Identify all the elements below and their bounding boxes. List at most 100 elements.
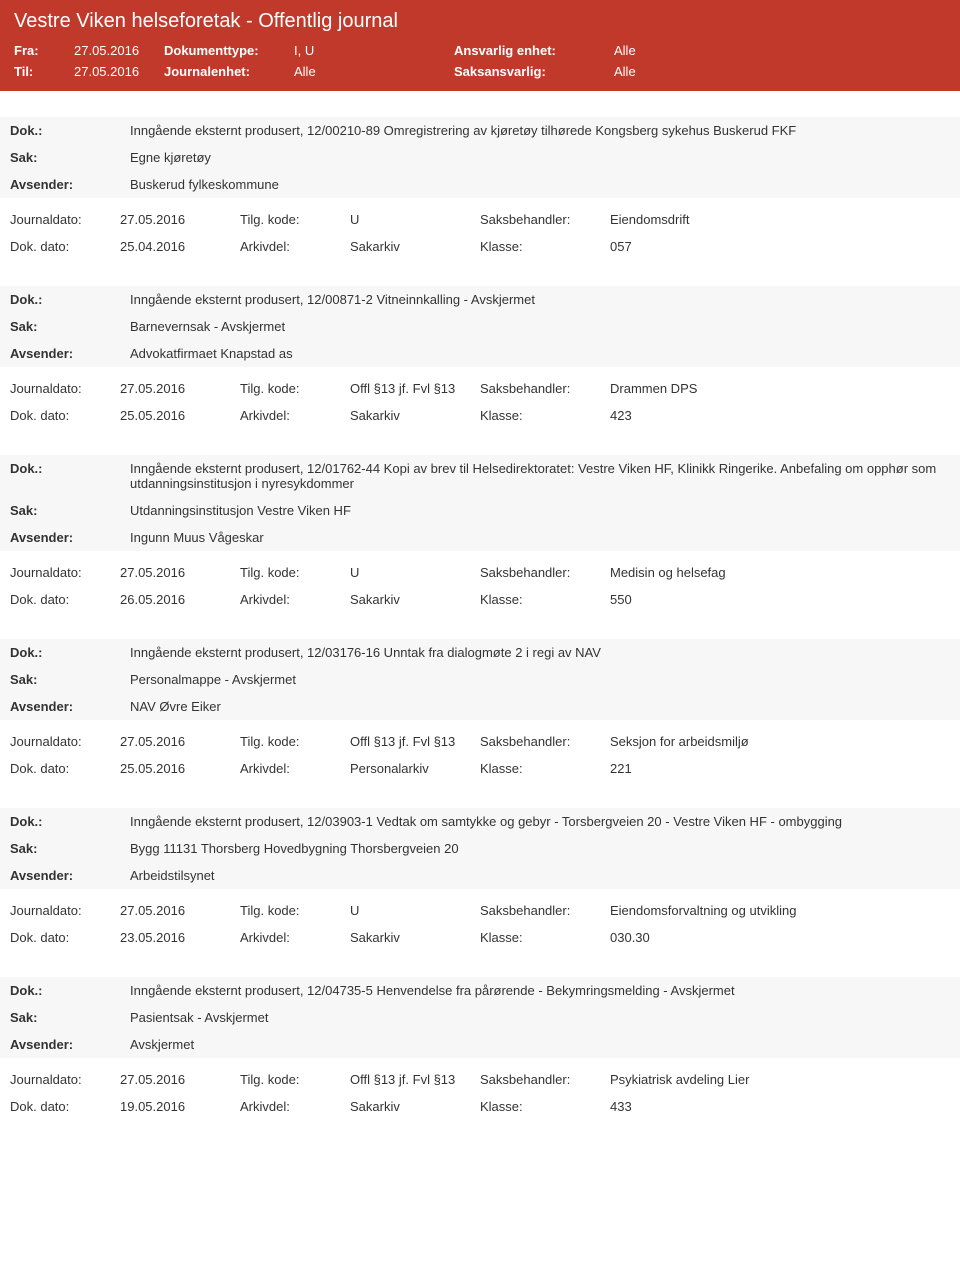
avsender-value: Arbeidstilsynet	[130, 868, 950, 883]
dokdato-value: 25.05.2016	[120, 408, 240, 423]
avsender-label: Avsender:	[10, 1037, 130, 1052]
journaldato-label: Journaldato:	[10, 381, 120, 396]
fra-label: Fra:	[14, 43, 74, 58]
tilgkode-value: Offl §13 jf. Fvl §13	[350, 1072, 480, 1087]
arkivdel-label: Arkivdel:	[240, 930, 350, 945]
klasse-label: Klasse:	[480, 761, 610, 776]
avsender-value: Ingunn Muus Vågeskar	[130, 530, 950, 545]
arkivdel-value: Sakarkiv	[350, 239, 480, 254]
journal-entry: Dok.:Inngående eksternt produsert, 12/00…	[0, 117, 960, 260]
klasse-label: Klasse:	[480, 1099, 610, 1114]
dok-value: Inngående eksternt produsert, 12/01762-4…	[130, 461, 950, 491]
entry-meta: Journaldato:27.05.2016Tilg. kode:Offl §1…	[0, 1058, 960, 1120]
tilgkode-value: Offl §13 jf. Fvl §13	[350, 734, 480, 749]
entry-meta: Journaldato:27.05.2016Tilg. kode:USaksbe…	[0, 551, 960, 613]
saksansvarlig-value: Alle	[614, 64, 714, 79]
saksbehandler-value: Medisin og helsefag	[610, 565, 950, 580]
arkivdel-label: Arkivdel:	[240, 592, 350, 607]
dokdato-value: 25.05.2016	[120, 761, 240, 776]
tilgkode-value: Offl §13 jf. Fvl §13	[350, 381, 480, 396]
dok-row: Dok.:Inngående eksternt produsert, 12/04…	[0, 977, 960, 1004]
avsender-value: Avskjermet	[130, 1037, 950, 1052]
klasse-label: Klasse:	[480, 408, 610, 423]
dok-label: Dok.:	[10, 461, 130, 476]
klasse-value: 030.30	[610, 930, 950, 945]
dok-row: Dok.:Inngående eksternt produsert, 12/03…	[0, 639, 960, 666]
meta-line-2: Dok. dato:19.05.2016Arkivdel:SakarkivKla…	[10, 1093, 950, 1120]
sak-row: Sak:Barnevernsak - Avskjermet	[0, 313, 960, 340]
journaldato-value: 27.05.2016	[120, 734, 240, 749]
saksbehandler-value: Eiendomsdrift	[610, 212, 950, 227]
dokdato-label: Dok. dato:	[10, 930, 120, 945]
journal-entry: Dok.:Inngående eksternt produsert, 12/00…	[0, 286, 960, 429]
sak-row: Sak:Bygg 11131 Thorsberg Hovedbygning Th…	[0, 835, 960, 862]
klasse-label: Klasse:	[480, 592, 610, 607]
dok-value: Inngående eksternt produsert, 12/00210-8…	[130, 123, 950, 138]
dok-value: Inngående eksternt produsert, 12/00871-2…	[130, 292, 950, 307]
dok-row: Dok.:Inngående eksternt produsert, 12/00…	[0, 286, 960, 313]
journaldato-value: 27.05.2016	[120, 565, 240, 580]
til-value: 27.05.2016	[74, 64, 164, 79]
entry-meta: Journaldato:27.05.2016Tilg. kode:Offl §1…	[0, 367, 960, 429]
saksbehandler-label: Saksbehandler:	[480, 381, 610, 396]
dokumenttype-value: I, U	[294, 43, 454, 58]
sak-value: Pasientsak - Avskjermet	[130, 1010, 950, 1025]
page-title: Vestre Viken helseforetak - Offentlig jo…	[14, 10, 946, 33]
dokdato-label: Dok. dato:	[10, 761, 120, 776]
til-label: Til:	[14, 64, 74, 79]
journal-entry: Dok.:Inngående eksternt produsert, 12/01…	[0, 455, 960, 613]
journaldato-label: Journaldato:	[10, 903, 120, 918]
page-header: Vestre Viken helseforetak - Offentlig jo…	[0, 0, 960, 91]
sak-label: Sak:	[10, 672, 130, 687]
dok-row: Dok.:Inngående eksternt produsert, 12/03…	[0, 808, 960, 835]
meta-line-1: Journaldato:27.05.2016Tilg. kode:USaksbe…	[10, 206, 950, 233]
entry-info-block: Dok.:Inngående eksternt produsert, 12/03…	[0, 639, 960, 720]
entry-info-block: Dok.:Inngående eksternt produsert, 12/04…	[0, 977, 960, 1058]
avsender-row: Avsender:Ingunn Muus Vågeskar	[0, 524, 960, 551]
saksbehandler-label: Saksbehandler:	[480, 903, 610, 918]
dokdato-label: Dok. dato:	[10, 408, 120, 423]
avsender-label: Avsender:	[10, 346, 130, 361]
klasse-value: 423	[610, 408, 950, 423]
saksbehandler-value: Eiendomsforvaltning og utvikling	[610, 903, 950, 918]
arkivdel-value: Sakarkiv	[350, 930, 480, 945]
arkivdel-value: Personalarkiv	[350, 761, 480, 776]
arkivdel-label: Arkivdel:	[240, 239, 350, 254]
dok-label: Dok.:	[10, 292, 130, 307]
meta-line-2: Dok. dato:25.04.2016Arkivdel:SakarkivKla…	[10, 233, 950, 260]
sak-label: Sak:	[10, 319, 130, 334]
sak-value: Utdanningsinstitusjon Vestre Viken HF	[130, 503, 950, 518]
tilgkode-label: Tilg. kode:	[240, 1072, 350, 1087]
entry-info-block: Dok.:Inngående eksternt produsert, 12/01…	[0, 455, 960, 551]
entry-meta: Journaldato:27.05.2016Tilg. kode:USaksbe…	[0, 889, 960, 951]
arkivdel-label: Arkivdel:	[240, 408, 350, 423]
ansvarlig-value: Alle	[614, 43, 714, 58]
avsender-label: Avsender:	[10, 177, 130, 192]
dok-row: Dok.:Inngående eksternt produsert, 12/00…	[0, 117, 960, 144]
meta-line-1: Journaldato:27.05.2016Tilg. kode:USaksbe…	[10, 897, 950, 924]
sak-value: Egne kjøretøy	[130, 150, 950, 165]
dokdato-value: 25.04.2016	[120, 239, 240, 254]
avsender-label: Avsender:	[10, 699, 130, 714]
tilgkode-label: Tilg. kode:	[240, 565, 350, 580]
dok-value: Inngående eksternt produsert, 12/04735-5…	[130, 983, 950, 998]
avsender-label: Avsender:	[10, 530, 130, 545]
meta-line-2: Dok. dato:25.05.2016Arkivdel:Personalark…	[10, 755, 950, 782]
avsender-row: Avsender:Avskjermet	[0, 1031, 960, 1058]
saksbehandler-value: Seksjon for arbeidsmiljø	[610, 734, 950, 749]
arkivdel-label: Arkivdel:	[240, 1099, 350, 1114]
saksbehandler-label: Saksbehandler:	[480, 1072, 610, 1087]
entry-info-block: Dok.:Inngående eksternt produsert, 12/00…	[0, 286, 960, 367]
arkivdel-value: Sakarkiv	[350, 1099, 480, 1114]
saksbehandler-label: Saksbehandler:	[480, 212, 610, 227]
journal-entry: Dok.:Inngående eksternt produsert, 12/03…	[0, 808, 960, 951]
dok-label: Dok.:	[10, 814, 130, 829]
journaldato-value: 27.05.2016	[120, 1072, 240, 1087]
dokdato-value: 23.05.2016	[120, 930, 240, 945]
journaldato-label: Journaldato:	[10, 1072, 120, 1087]
avsender-row: Avsender:Buskerud fylkeskommune	[0, 171, 960, 198]
tilgkode-value: U	[350, 565, 480, 580]
avsender-row: Avsender:Arbeidstilsynet	[0, 862, 960, 889]
sak-value: Bygg 11131 Thorsberg Hovedbygning Thorsb…	[130, 841, 950, 856]
entries-container: Dok.:Inngående eksternt produsert, 12/00…	[0, 117, 960, 1120]
